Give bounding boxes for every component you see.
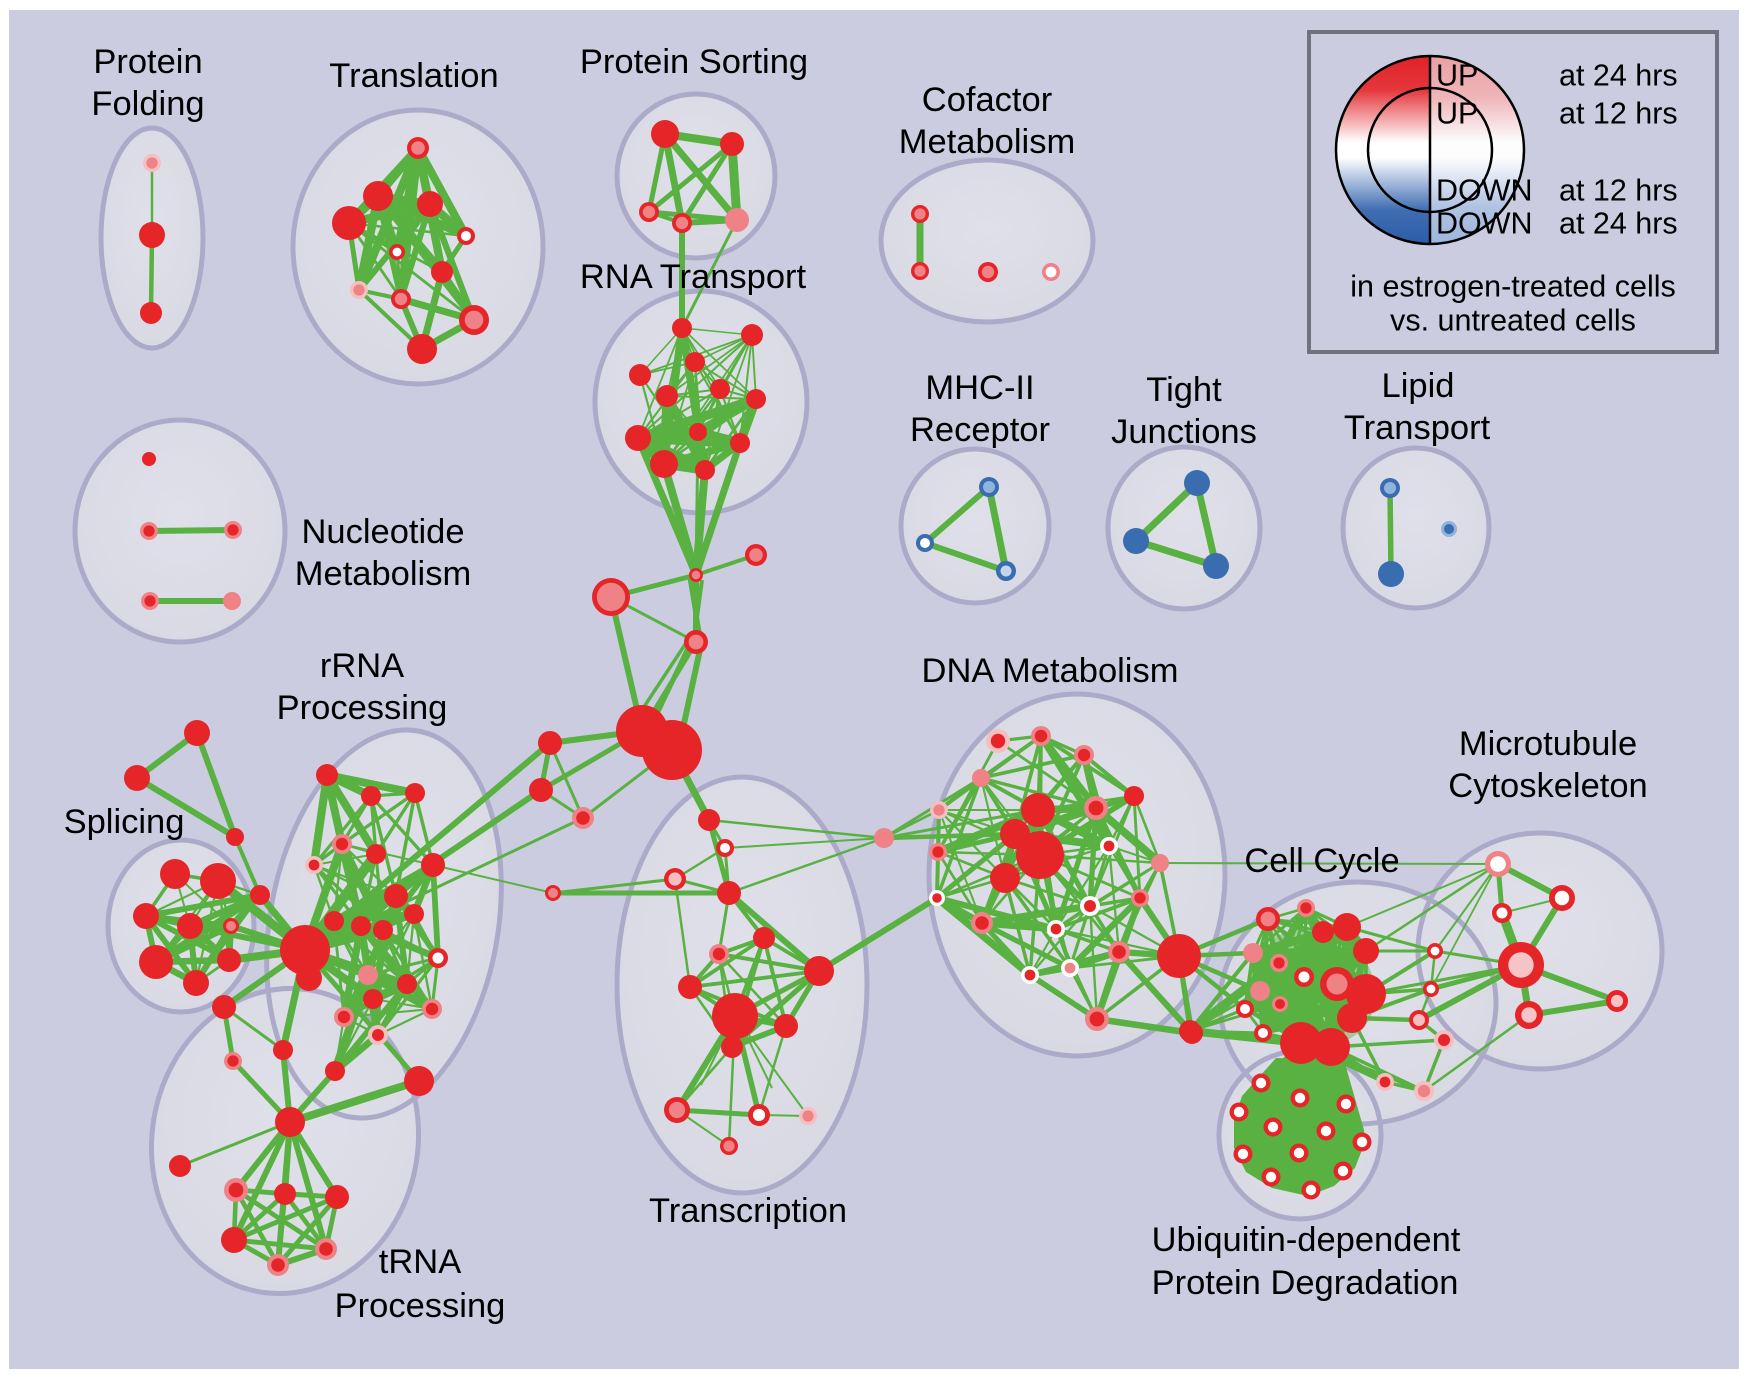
svg-text:DOWN: DOWN: [1436, 174, 1533, 208]
svg-text:Protein Sorting: Protein Sorting: [580, 43, 808, 81]
svg-text:Transport: Transport: [1344, 409, 1491, 447]
svg-text:Processing: Processing: [335, 1287, 506, 1325]
svg-text:Nucleotide: Nucleotide: [301, 513, 464, 551]
svg-text:DOWN: DOWN: [1436, 207, 1533, 241]
svg-text:Protein Degradation: Protein Degradation: [1152, 1264, 1459, 1302]
svg-text:Receptor: Receptor: [910, 411, 1050, 449]
svg-text:at 24 hrs: at 24 hrs: [1559, 59, 1678, 93]
svg-text:Cytoskeleton: Cytoskeleton: [1448, 767, 1647, 805]
svg-text:Junctions: Junctions: [1111, 413, 1257, 451]
svg-text:Folding: Folding: [91, 85, 204, 123]
svg-text:Lipid: Lipid: [1382, 367, 1455, 405]
svg-text:UP: UP: [1436, 97, 1478, 131]
svg-text:tRNA: tRNA: [379, 1243, 461, 1281]
svg-text:Cofactor: Cofactor: [922, 81, 1052, 119]
svg-text:DNA Metabolism: DNA Metabolism: [922, 652, 1179, 690]
svg-text:at 12 hrs: at 12 hrs: [1559, 97, 1678, 131]
svg-text:Tight: Tight: [1146, 371, 1222, 409]
svg-text:Cell Cycle: Cell Cycle: [1244, 842, 1399, 880]
svg-text:RNA Transport: RNA Transport: [580, 258, 807, 296]
svg-text:rRNA: rRNA: [320, 647, 404, 685]
svg-text:at 12 hrs: at 12 hrs: [1559, 174, 1678, 208]
svg-text:Protein: Protein: [93, 43, 202, 81]
svg-text:Metabolism: Metabolism: [899, 123, 1075, 161]
svg-text:Processing: Processing: [277, 689, 448, 727]
svg-text:Transcription: Transcription: [649, 1192, 847, 1230]
svg-text:Metabolism: Metabolism: [295, 555, 471, 593]
svg-text:in estrogen-treated cells: in estrogen-treated cells: [1350, 270, 1676, 304]
svg-text:Splicing: Splicing: [64, 803, 185, 841]
svg-text:Ubiquitin-dependent: Ubiquitin-dependent: [1152, 1221, 1461, 1259]
svg-text:Microtubule: Microtubule: [1459, 725, 1637, 763]
svg-text:at 24 hrs: at 24 hrs: [1559, 207, 1678, 241]
svg-text:UP: UP: [1436, 59, 1478, 93]
svg-text:Translation: Translation: [329, 57, 498, 95]
svg-text:MHC-II: MHC-II: [925, 369, 1034, 407]
svg-text:vs. untreated cells: vs. untreated cells: [1390, 304, 1636, 338]
